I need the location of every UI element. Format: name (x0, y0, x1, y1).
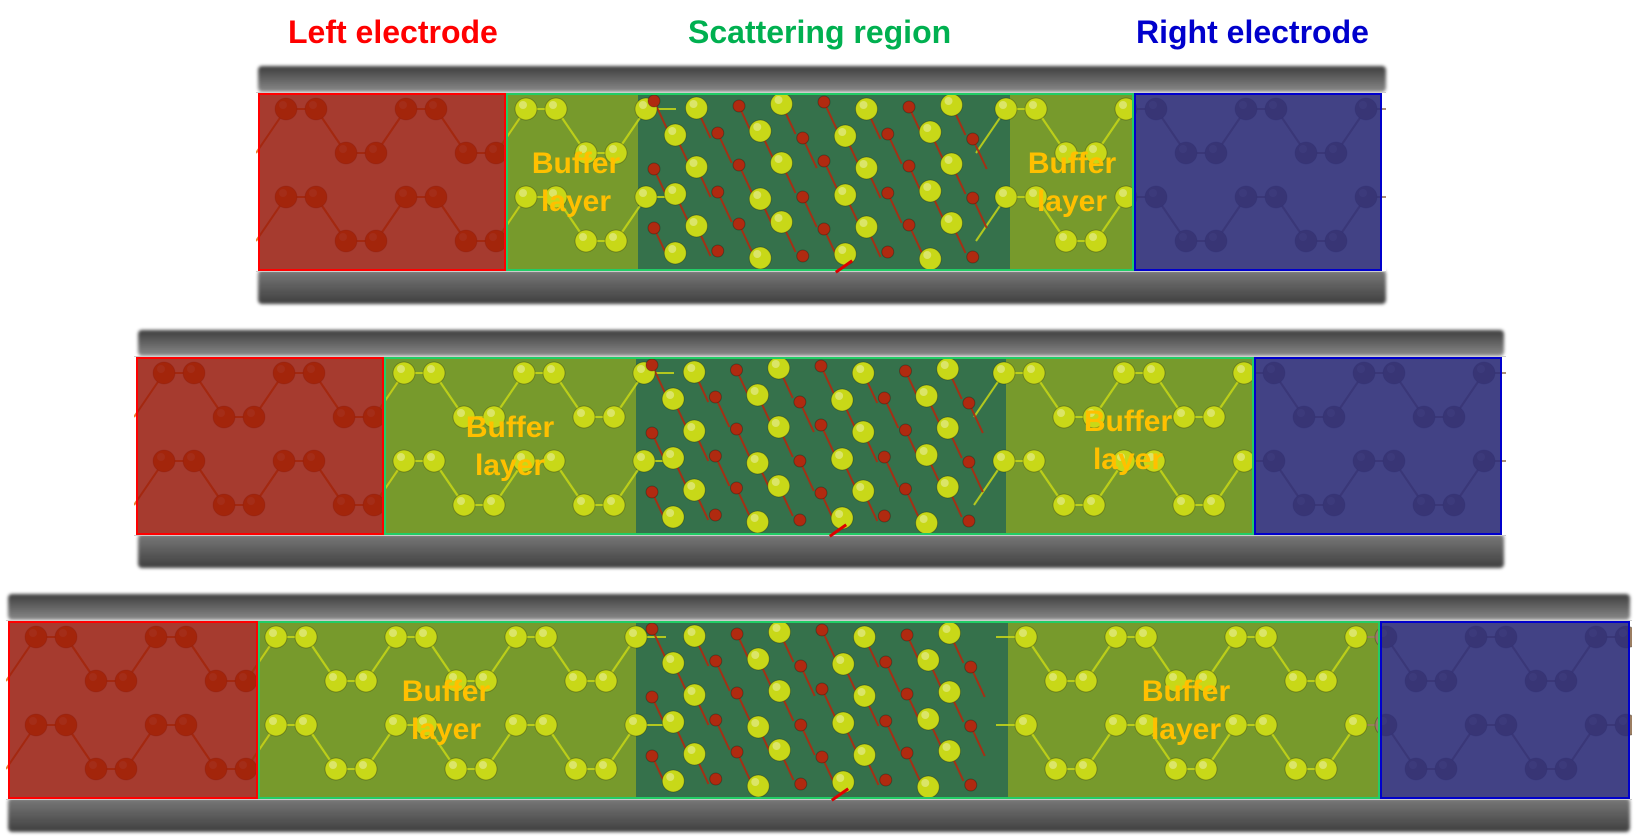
buffer-label-left: Buffer layer (401, 675, 491, 746)
diagram-header-left: Left electrode (288, 14, 498, 50)
buffer-label-left: Buffer layer (465, 411, 555, 482)
shadow-bar-bottom-1 (258, 270, 1386, 304)
left-electrode-region (136, 357, 384, 535)
device-row-1: Buffer layer Buffer layer (256, 92, 1386, 274)
buffer-label-right: Buffer layer (1027, 147, 1117, 218)
left-electrode-region (258, 93, 506, 271)
shadow-bar-top-2 (138, 330, 1504, 356)
shadow-bar-bottom-2 (138, 534, 1504, 568)
buffer-label-right: Buffer layer (1083, 405, 1173, 476)
shadow-bar-bottom-3 (8, 798, 1630, 832)
scattering-core-region (636, 357, 1006, 535)
diagram-header-scattering: Scattering region (688, 14, 952, 50)
scattering-core-region (636, 621, 1008, 799)
right-electrode-region (1254, 357, 1502, 535)
scattering-core-region (638, 93, 1010, 271)
device-row-2: Buffer layer Buffer layer (134, 356, 1506, 538)
shadow-bar-top-1 (258, 66, 1386, 92)
device-row-3: Buffer layer Buffer layer (6, 620, 1632, 802)
left-electrode-region (8, 621, 258, 799)
buffer-label-left: Buffer layer (531, 147, 621, 218)
buffer-label-right: Buffer layer (1141, 675, 1231, 746)
right-electrode-region (1380, 621, 1630, 799)
shadow-bar-top-3 (8, 594, 1630, 620)
diagram-header-right: Right electrode (1136, 14, 1369, 50)
right-electrode-region (1134, 93, 1382, 271)
